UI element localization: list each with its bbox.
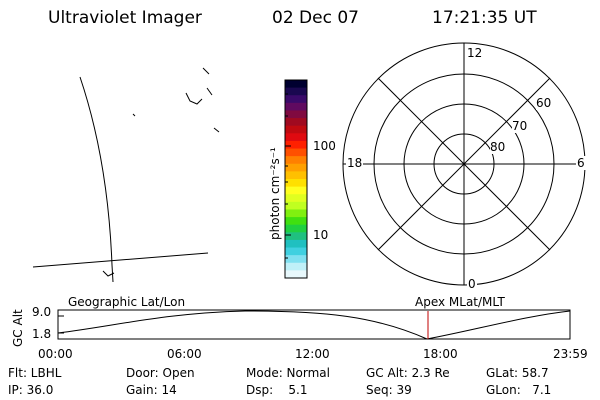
colorbar-cell	[285, 255, 307, 264]
timeline-tick-0600: 06:00	[167, 347, 202, 361]
colorbar-cell	[285, 232, 307, 241]
filter-status: Flt: LBHL	[8, 366, 62, 380]
timeline-tick-1200: 12:00	[295, 347, 330, 361]
observation-time: 17:21:35 UT	[432, 8, 537, 28]
colorbar-cell	[285, 80, 307, 89]
colorbar-cell	[285, 118, 307, 127]
colorbar-unit-label: photon cm⁻²s⁻¹	[268, 147, 282, 240]
timeline-tick-1800: 18:00	[423, 347, 458, 361]
coastline-arc	[79, 76, 114, 283]
colorbar-cell	[285, 102, 307, 112]
colorbar-cell	[285, 140, 307, 150]
colorbar-cell	[285, 247, 307, 256]
polar-label-6: 6	[576, 156, 586, 170]
colorbar-cell	[285, 209, 307, 218]
altitude-curve	[57, 310, 571, 340]
altitude-timeline-plot	[57, 309, 571, 340]
timeline-y-high: 9.0	[32, 305, 52, 319]
ip-status: IP: 36.0	[8, 383, 54, 397]
polar-ring-label-70: 70	[512, 119, 528, 133]
polar-label-12: 12	[466, 46, 484, 60]
instrument-title: Ultraviolet Imager	[48, 8, 202, 28]
colorbar-cell	[285, 148, 307, 157]
polar-ring-label-80: 80	[490, 140, 506, 154]
coast-fragment	[206, 87, 213, 96]
colorbar-tick-100: 100	[313, 139, 336, 153]
timeline-right-title: Apex MLat/MLT	[415, 295, 505, 309]
colorbar-cell	[285, 133, 307, 142]
intensity-colorbar	[284, 79, 308, 279]
timeline-left-title: Geographic Lat/Lon	[68, 295, 186, 309]
coast-fragment	[185, 92, 203, 105]
dsp-status: Dsp: 5.1	[246, 383, 308, 397]
glon-status: GLon: 7.1	[486, 383, 552, 397]
colorbar-cell	[285, 262, 307, 271]
coast-fragment	[202, 67, 210, 75]
colorbar-cell	[285, 194, 307, 203]
timeline-axis-label: GC Alt	[11, 309, 25, 347]
gain-status: Gain: 14	[126, 383, 177, 397]
coast-fragment	[132, 113, 136, 117]
colorbar-cell	[285, 125, 307, 134]
colorbar-tick-10: 10	[313, 228, 329, 242]
colorbar-cell	[285, 217, 307, 226]
observation-date: 02 Dec 07	[272, 8, 359, 28]
geographic-map-panel	[32, 67, 220, 283]
timeline-tick-0000: 00:00	[38, 347, 73, 361]
latitude-line	[32, 252, 209, 268]
glat-status: GLat: 58.7	[486, 366, 549, 380]
colorbar-cell	[285, 270, 307, 279]
coast-fragment	[213, 127, 220, 133]
seq-status: Seq: 39	[366, 383, 412, 397]
colorbar-cell	[285, 163, 307, 172]
colorbar-cell	[285, 156, 307, 165]
polar-label-18: 18	[346, 156, 364, 170]
colorbar-cell	[285, 171, 307, 180]
colorbar-cell	[285, 179, 307, 188]
colorbar-cell	[285, 110, 307, 119]
door-status: Door: Open	[126, 366, 195, 380]
gc-alt-status: GC Alt: 2.3 Re	[366, 366, 450, 380]
colorbar-cell	[285, 95, 307, 104]
polar-plot	[342, 42, 586, 286]
timeline-tick-2359: 23:59	[553, 347, 588, 361]
polar-ring-label-60: 60	[536, 96, 552, 110]
colorbar-cell	[285, 224, 307, 233]
timeline-y-low: 1.8	[32, 327, 52, 341]
colorbar-cell	[285, 186, 307, 195]
mode-status: Mode: Normal	[246, 366, 330, 380]
coast-fragment	[102, 270, 115, 277]
colorbar-cell	[285, 239, 307, 249]
colorbar-cell	[285, 201, 307, 211]
colorbar-cell	[285, 87, 307, 96]
polar-label-0: 0	[467, 277, 477, 291]
